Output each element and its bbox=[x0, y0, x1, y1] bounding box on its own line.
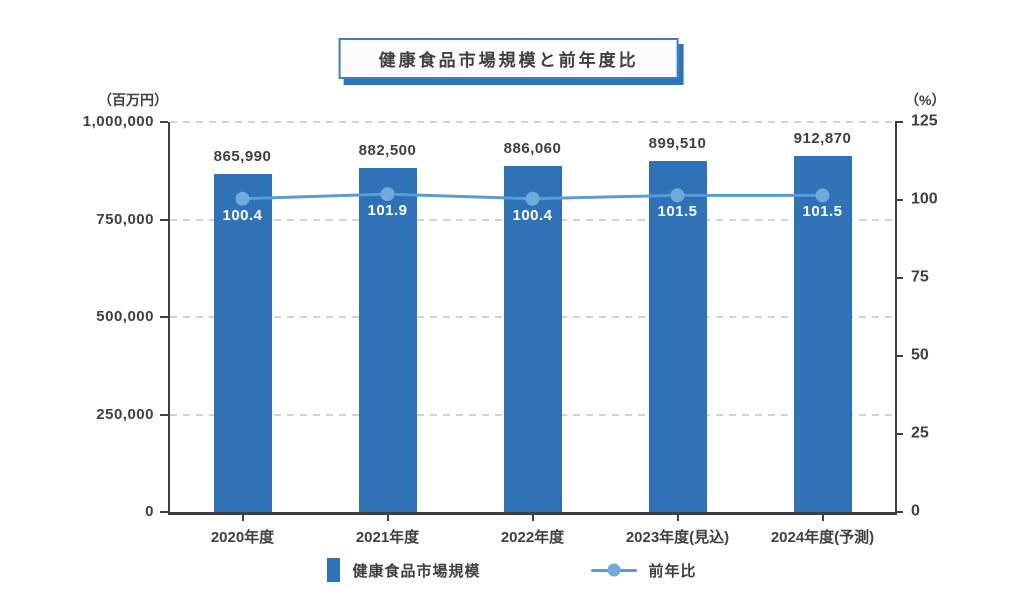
market-size-bar bbox=[648, 161, 707, 512]
x-axis-tick bbox=[531, 512, 534, 521]
x-axis-category-label: 2020年度 bbox=[210, 529, 275, 546]
yoy-percent-label: 101.5 bbox=[657, 203, 698, 221]
left-axis-tick-label: 1,000,000 bbox=[82, 113, 154, 131]
market-size-bar bbox=[358, 167, 417, 512]
bar-value-label: 886,060 bbox=[503, 140, 562, 158]
right-axis-tick bbox=[895, 355, 903, 357]
right-axis-tick-label: 100 bbox=[911, 190, 938, 208]
left-axis-tick bbox=[160, 413, 168, 416]
gridline bbox=[170, 121, 895, 123]
plot-area: 1,000,000 750,000 500,000 250,000 0 125 100 75 5… bbox=[83, 113, 938, 546]
x-axis-category-label: 2022年度 bbox=[500, 529, 565, 546]
x-axis-tick bbox=[241, 512, 244, 521]
bar-swatch-icon bbox=[327, 558, 341, 582]
right-axis-tick bbox=[895, 121, 903, 123]
right-axis-unit-label: （%） bbox=[905, 92, 946, 108]
left-axis-tick bbox=[160, 121, 168, 123]
x-axis-tick bbox=[821, 512, 824, 521]
chart-title: 健康食品市場規模と前年度比 bbox=[338, 38, 679, 79]
x-axis-tick bbox=[386, 512, 389, 521]
yoy-percent-label: 101.9 bbox=[367, 202, 408, 220]
left-axis-tick bbox=[160, 511, 168, 513]
right-axis-tick bbox=[895, 511, 903, 513]
right-axis-tick bbox=[895, 277, 903, 279]
right-axis-tick-label: 25 bbox=[911, 424, 929, 442]
market-size-bar bbox=[793, 155, 852, 512]
yoy-percent-label: 101.5 bbox=[802, 203, 843, 221]
left-axis-tick-label: 0 bbox=[145, 503, 154, 521]
left-axis-tick-label: 500,000 bbox=[96, 308, 154, 326]
left-axis-tick bbox=[160, 316, 168, 318]
market-size-bar bbox=[213, 174, 272, 512]
right-axis-tick bbox=[895, 199, 903, 201]
legend-line-label: 前年比 bbox=[648, 562, 697, 580]
left-axis-unit-label: （百万円） bbox=[98, 92, 168, 108]
right-axis-tick-label: 75 bbox=[911, 268, 929, 286]
x-axis-category-label: 2021年度 bbox=[355, 529, 420, 546]
yoy-percent-label: 100.4 bbox=[512, 206, 553, 224]
bar-value-label: 912,870 bbox=[793, 129, 852, 147]
right-axis-tick-label: 0 bbox=[911, 502, 920, 520]
bar-value-label: 899,510 bbox=[648, 135, 707, 153]
left-axis-tick-label: 750,000 bbox=[96, 210, 154, 228]
x-axis-category-label: 2023年度(見込) bbox=[625, 529, 730, 546]
left-axis-tick-label: 250,000 bbox=[96, 405, 154, 423]
market-size-bar bbox=[503, 166, 562, 512]
yoy-percent-label: 100.4 bbox=[222, 206, 263, 224]
x-axis-tick bbox=[676, 512, 679, 521]
right-axis-tick-label: 50 bbox=[911, 346, 929, 364]
x-axis-category-label: 2024年度(予測) bbox=[770, 529, 875, 546]
legend-bar-label: 健康食品市場規模 bbox=[352, 562, 481, 580]
right-axis-tick-label: 125 bbox=[911, 112, 938, 130]
bar-value-label: 865,990 bbox=[213, 148, 272, 166]
right-axis-tick bbox=[895, 433, 903, 435]
line-marker-swatch-icon bbox=[590, 563, 637, 577]
legend-item-market-size: 健康食品市場規模 bbox=[327, 558, 480, 582]
legend: 健康食品市場規模 前年比 bbox=[0, 558, 1024, 582]
legend-item-yoy-ratio: 前年比 bbox=[590, 560, 697, 581]
dot-swatch-icon bbox=[607, 563, 620, 577]
bar-value-label: 882,500 bbox=[358, 141, 417, 159]
left-axis-tick bbox=[160, 218, 168, 221]
